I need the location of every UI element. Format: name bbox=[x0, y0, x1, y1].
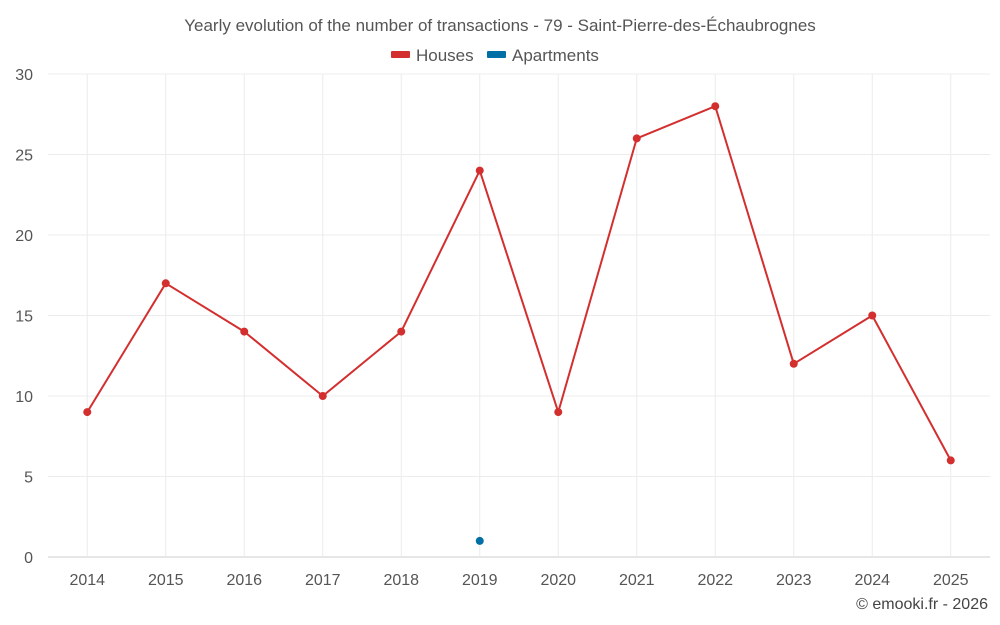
legend: Houses Apartments bbox=[391, 46, 599, 65]
legend-item-apartments[interactable]: Apartments bbox=[487, 46, 599, 65]
legend-swatch-houses bbox=[391, 51, 410, 58]
x-tick-label: 2019 bbox=[462, 572, 498, 589]
x-tick-label: 2020 bbox=[540, 572, 576, 589]
series-line-houses bbox=[86, 105, 952, 461]
data-point-houses[interactable] bbox=[868, 311, 877, 320]
data-point-houses[interactable] bbox=[789, 359, 798, 368]
x-tick-label: 2015 bbox=[148, 572, 184, 589]
data-point-houses[interactable] bbox=[161, 279, 170, 288]
x-tick-label: 2024 bbox=[854, 572, 890, 589]
legend-label-houses: Houses bbox=[416, 46, 474, 65]
data-point-houses[interactable] bbox=[632, 134, 641, 143]
y-tick-label: 0 bbox=[24, 550, 33, 567]
y-tick-label: 30 bbox=[15, 67, 33, 84]
x-tick-label: 2025 bbox=[933, 572, 969, 589]
legend-label-apartments: Apartments bbox=[512, 46, 599, 65]
x-tick-label: 2023 bbox=[776, 572, 812, 589]
y-axis: 0 5 10 15 20 25 30 bbox=[15, 67, 33, 567]
y-tick-label: 15 bbox=[15, 309, 33, 326]
grid bbox=[48, 73, 990, 558]
y-tick-label: 25 bbox=[15, 148, 33, 165]
x-tick-label: 2017 bbox=[305, 572, 341, 589]
legend-swatch-apartments bbox=[487, 51, 506, 58]
data-point-houses[interactable] bbox=[554, 408, 563, 417]
data-point-houses[interactable] bbox=[240, 327, 249, 336]
y-tick-label: 5 bbox=[24, 470, 33, 487]
y-tick-label: 20 bbox=[15, 228, 33, 245]
data-point-houses[interactable] bbox=[397, 327, 406, 336]
x-axis: 2014 2015 2016 2017 2018 2019 2020 2021 2022 2023… bbox=[69, 572, 968, 589]
credit-text: © emooki.fr - 2026 bbox=[856, 596, 988, 613]
x-tick-label: 2016 bbox=[226, 572, 262, 589]
y-tick-label: 10 bbox=[15, 389, 33, 406]
data-point-houses[interactable] bbox=[318, 392, 327, 400]
data-point-houses[interactable] bbox=[83, 408, 92, 417]
x-tick-label: 2018 bbox=[383, 572, 419, 589]
data-point-houses[interactable] bbox=[475, 166, 484, 175]
legend-item-houses[interactable]: Houses bbox=[391, 46, 474, 65]
x-tick-label: 2022 bbox=[697, 572, 733, 589]
series bbox=[83, 102, 955, 545]
data-point-apartments[interactable] bbox=[475, 536, 484, 545]
x-tick-label: 2014 bbox=[69, 572, 105, 589]
x-tick-label: 2021 bbox=[619, 572, 655, 589]
chart-title: Yearly evolution of the number of transa… bbox=[184, 16, 816, 35]
data-point-houses[interactable] bbox=[711, 102, 720, 111]
data-point-houses[interactable] bbox=[946, 456, 955, 465]
